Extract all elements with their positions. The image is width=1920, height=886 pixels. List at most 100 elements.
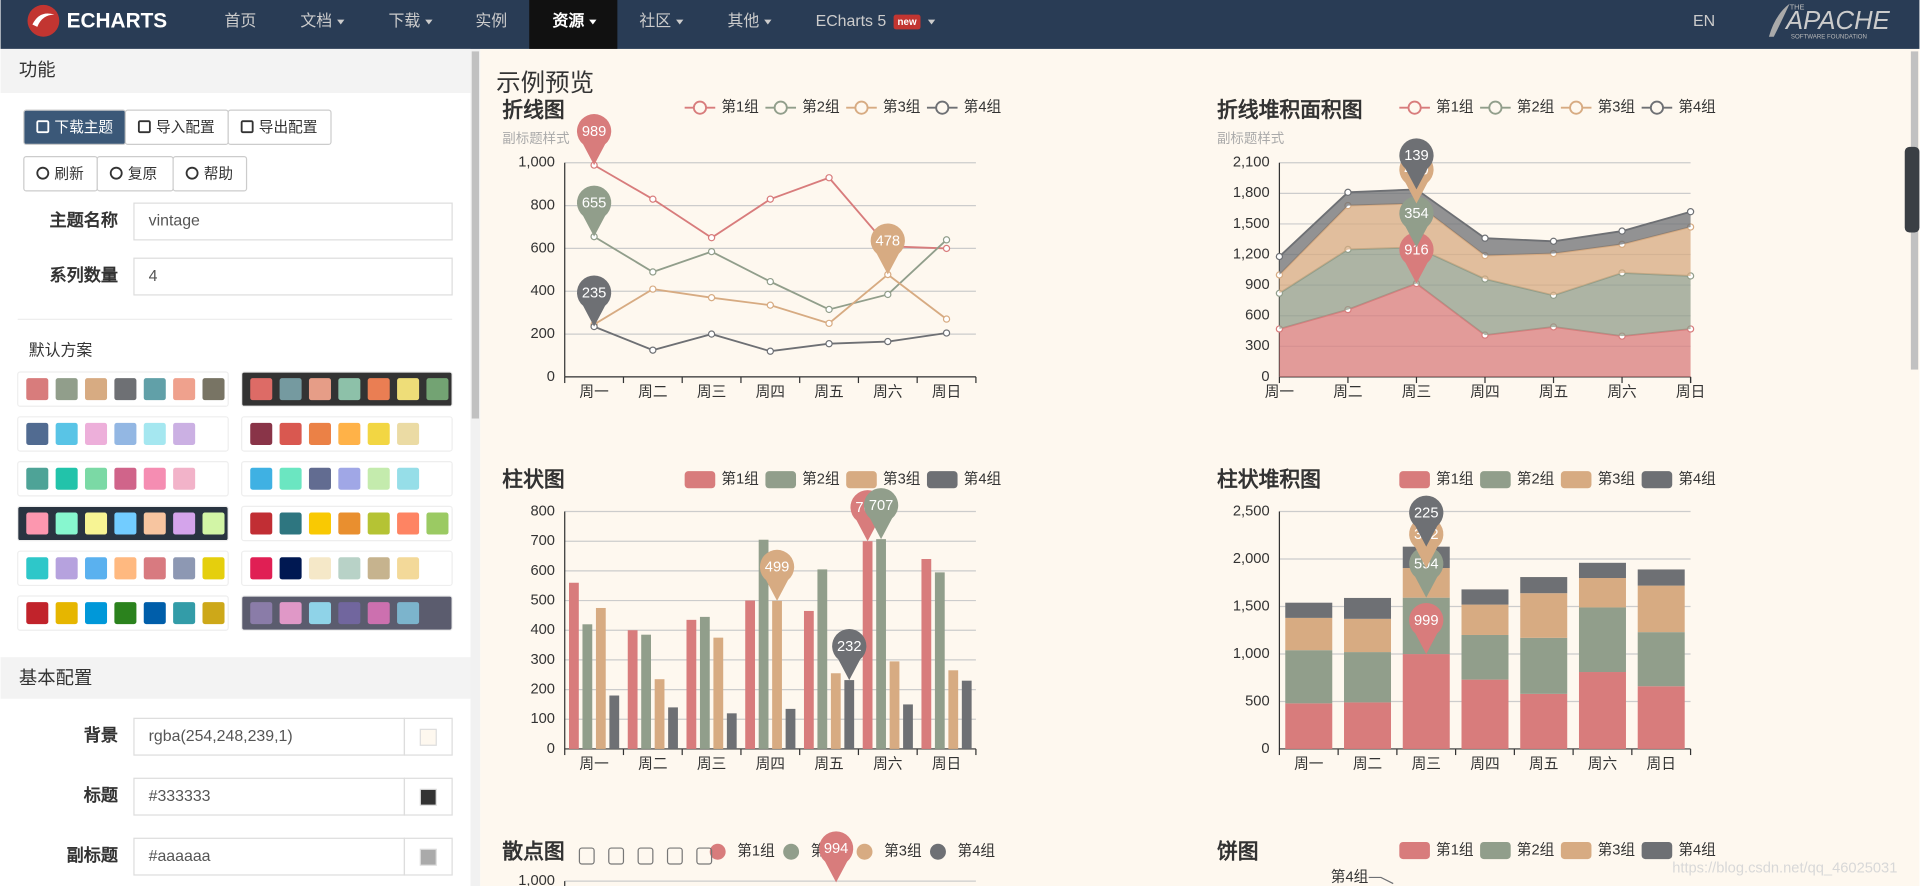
y-tick-label: 600	[530, 563, 554, 579]
legend-label[interactable]: 第3组	[883, 98, 921, 116]
toolbox-icon[interactable]	[608, 847, 625, 865]
legend-label[interactable]: 第1组	[737, 842, 775, 860]
legend-label[interactable]: 第1组	[1436, 840, 1474, 858]
input[interactable]	[133, 717, 406, 756]
y-tick-label: 500	[530, 592, 554, 608]
button[interactable]	[172, 156, 248, 192]
swatch	[397, 378, 420, 401]
legend-icon	[1641, 841, 1673, 860]
bar	[641, 634, 652, 749]
bar	[817, 569, 828, 749]
legend-label[interactable]: 第2组	[802, 470, 840, 488]
nav-item[interactable]: 首页	[225, 12, 257, 30]
legend-label[interactable]: 第3组	[1598, 470, 1636, 488]
legend-icon	[935, 100, 950, 115]
mark-label: 999	[1414, 613, 1438, 629]
lang-switch[interactable]: EN	[1693, 13, 1715, 30]
toolbox-icon[interactable]	[578, 847, 595, 865]
nav-bar	[0, 0, 1920, 49]
legend-label[interactable]: 第4组	[958, 842, 996, 860]
button-label[interactable]: 帮助	[204, 165, 233, 182]
nav-item[interactable]: 其他	[727, 12, 759, 30]
bar	[1578, 607, 1626, 673]
bar	[844, 680, 855, 749]
input[interactable]	[133, 777, 406, 816]
button-icon	[109, 166, 123, 180]
mark-label: 994	[824, 841, 848, 857]
legend-label[interactable]: 第1组	[721, 470, 759, 488]
bar	[758, 539, 769, 749]
nav-item[interactable]: ECharts 5	[816, 13, 887, 30]
legend-label[interactable]: 第4组	[964, 98, 1002, 116]
legend-label[interactable]: 第2组	[802, 98, 840, 116]
button-label[interactable]: 刷新	[54, 165, 84, 182]
swatch	[308, 512, 331, 535]
swatch	[250, 512, 273, 535]
button-label[interactable]: 导出配置	[259, 119, 318, 136]
swatch	[279, 422, 302, 445]
input[interactable]	[133, 837, 406, 876]
legend-label[interactable]: 第2组	[1517, 98, 1555, 116]
bar	[1344, 597, 1392, 619]
field-label: 背景	[84, 725, 118, 745]
bar	[934, 572, 945, 749]
legend-label[interactable]: 第2组	[1517, 470, 1555, 488]
legend-label[interactable]: 第1组	[1436, 98, 1474, 116]
legend-label[interactable]: 第3组	[1598, 840, 1636, 858]
legend-label[interactable]: 第3组	[884, 842, 922, 860]
button-label[interactable]: 复原	[128, 164, 157, 182]
legend-label[interactable]: 第3组	[1598, 98, 1636, 116]
input-value[interactable]: vintage	[149, 213, 200, 230]
legend-label[interactable]: 第4组	[1678, 98, 1716, 116]
legend-label[interactable]: 第4组	[1678, 840, 1716, 858]
nav-item[interactable]: 社区	[639, 12, 671, 30]
legend-label[interactable]: 第1组	[721, 98, 759, 116]
legend-label[interactable]: 第2组	[1517, 840, 1555, 858]
nav-item[interactable]: 资源	[552, 11, 584, 30]
swatch	[55, 467, 78, 490]
swatch	[338, 602, 361, 625]
bar	[1578, 672, 1626, 749]
section-header	[0, 657, 471, 699]
bar	[1461, 589, 1509, 605]
chart-subtitle: 副标题样式	[502, 131, 569, 146]
nav-item[interactable]: 下载	[389, 12, 421, 30]
input-value[interactable]: rgba(254,248,239,1)	[149, 728, 293, 745]
bar	[1461, 679, 1509, 749]
button[interactable]	[227, 109, 332, 146]
legend-label[interactable]: 第1组	[1436, 470, 1474, 488]
button-label[interactable]: 下载主题	[54, 119, 113, 136]
scroll-thumb[interactable]	[471, 51, 480, 419]
mark-pin	[1409, 603, 1444, 655]
legend-label[interactable]: 第3组	[883, 470, 921, 488]
input[interactable]	[133, 202, 453, 241]
apache-sub: SOFTWARE FOUNDATION	[1791, 33, 1867, 40]
input-value[interactable]: #aaaaaa	[149, 848, 211, 865]
swatch	[55, 512, 78, 535]
input-value[interactable]: #333333	[149, 788, 211, 805]
toolbox-icon[interactable]	[666, 847, 683, 865]
legend-label[interactable]: 第4组	[964, 470, 1002, 488]
x-tick-label: 周二	[638, 756, 667, 773]
swatch	[279, 378, 302, 401]
legend-label[interactable]: 第4组	[1678, 470, 1716, 488]
x-tick-label: 周日	[932, 384, 961, 401]
swatch	[279, 557, 302, 580]
chart-title: 饼图	[1217, 839, 1259, 863]
nav-item[interactable]: 实例	[475, 12, 507, 30]
button-label[interactable]: 导入配置	[156, 119, 215, 136]
toolbox-icon[interactable]	[696, 847, 713, 865]
input-value[interactable]: 4	[149, 268, 158, 285]
bar	[876, 539, 886, 749]
input[interactable]	[133, 257, 453, 296]
bar	[1285, 602, 1333, 618]
nav-item[interactable]: 文档	[300, 12, 332, 30]
bar	[1285, 617, 1333, 651]
button-icon	[137, 120, 151, 134]
swatch	[367, 378, 390, 401]
apache-name: APACHE	[1784, 7, 1891, 35]
swatch	[173, 467, 196, 490]
toolbox-icon[interactable]	[637, 847, 654, 865]
y-tick-label: 100	[530, 711, 554, 727]
swatch	[173, 557, 196, 580]
